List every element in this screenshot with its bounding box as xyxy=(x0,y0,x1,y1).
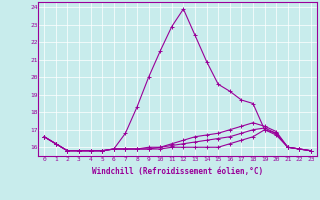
X-axis label: Windchill (Refroidissement éolien,°C): Windchill (Refroidissement éolien,°C) xyxy=(92,167,263,176)
